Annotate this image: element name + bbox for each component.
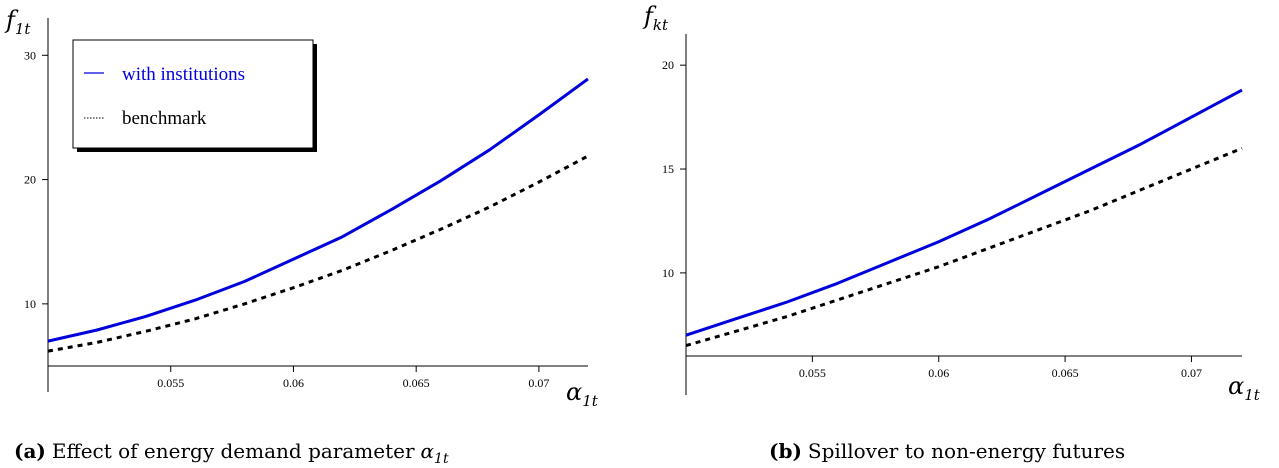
legend-box (72, 39, 314, 149)
chart-panel-a: 0.055 0.06 0.065 0.07 10 20 30 f1t α1t with i… (4, 6, 599, 467)
x-ticks: 0.055 0.06 0.065 0.07 (157, 366, 549, 390)
x-tick-label: 0.06 (928, 366, 949, 380)
x-axis-label: α1t (566, 378, 599, 410)
x-tick-label: 0.07 (528, 376, 549, 390)
chart-panel-b: 0.055 0.06 0.065 0.07 10 15 20 fkt α1t (b) Spi… (642, 2, 1261, 463)
x-tick-label: 0.065 (1052, 366, 1079, 380)
series-line-with-institutions (47, 77, 589, 343)
y-ticks: 10 15 20 (662, 58, 686, 280)
legend-label-benchmark: benchmark (122, 108, 207, 129)
legend: with institutions benchmark (72, 39, 317, 152)
x-tick-label: 0.07 (1181, 366, 1202, 380)
series-line-benchmark (685, 146, 1243, 348)
y-tick-label: 20 (24, 173, 36, 187)
caption-a: (a) Effect of energy demand parameter α1t (14, 439, 449, 467)
series-lines (47, 77, 589, 353)
y-ticks: 10 20 30 (24, 48, 48, 311)
x-tick-label: 0.06 (283, 376, 304, 390)
y-tick-label: 10 (24, 297, 36, 311)
y-axis-label: fkt (642, 2, 669, 34)
caption-b: (b) Spillover to non-energy futures (769, 439, 1125, 463)
series-lines (685, 88, 1243, 348)
x-tick-label: 0.055 (157, 376, 184, 390)
series-line-benchmark (47, 154, 589, 353)
y-tick-label: 30 (24, 48, 36, 62)
y-tick-label: 15 (662, 162, 674, 176)
y-axis-label: f1t (4, 6, 31, 38)
x-axis-label: α1t (1228, 372, 1261, 404)
y-tick-label: 20 (662, 58, 674, 72)
legend-label-with-institutions: with institutions (122, 64, 245, 85)
x-tick-label: 0.055 (799, 366, 826, 380)
series-line-with-institutions (685, 88, 1243, 337)
x-tick-label: 0.065 (403, 376, 430, 390)
y-tick-label: 10 (662, 266, 674, 280)
x-ticks: 0.055 0.06 0.065 0.07 (799, 356, 1202, 380)
